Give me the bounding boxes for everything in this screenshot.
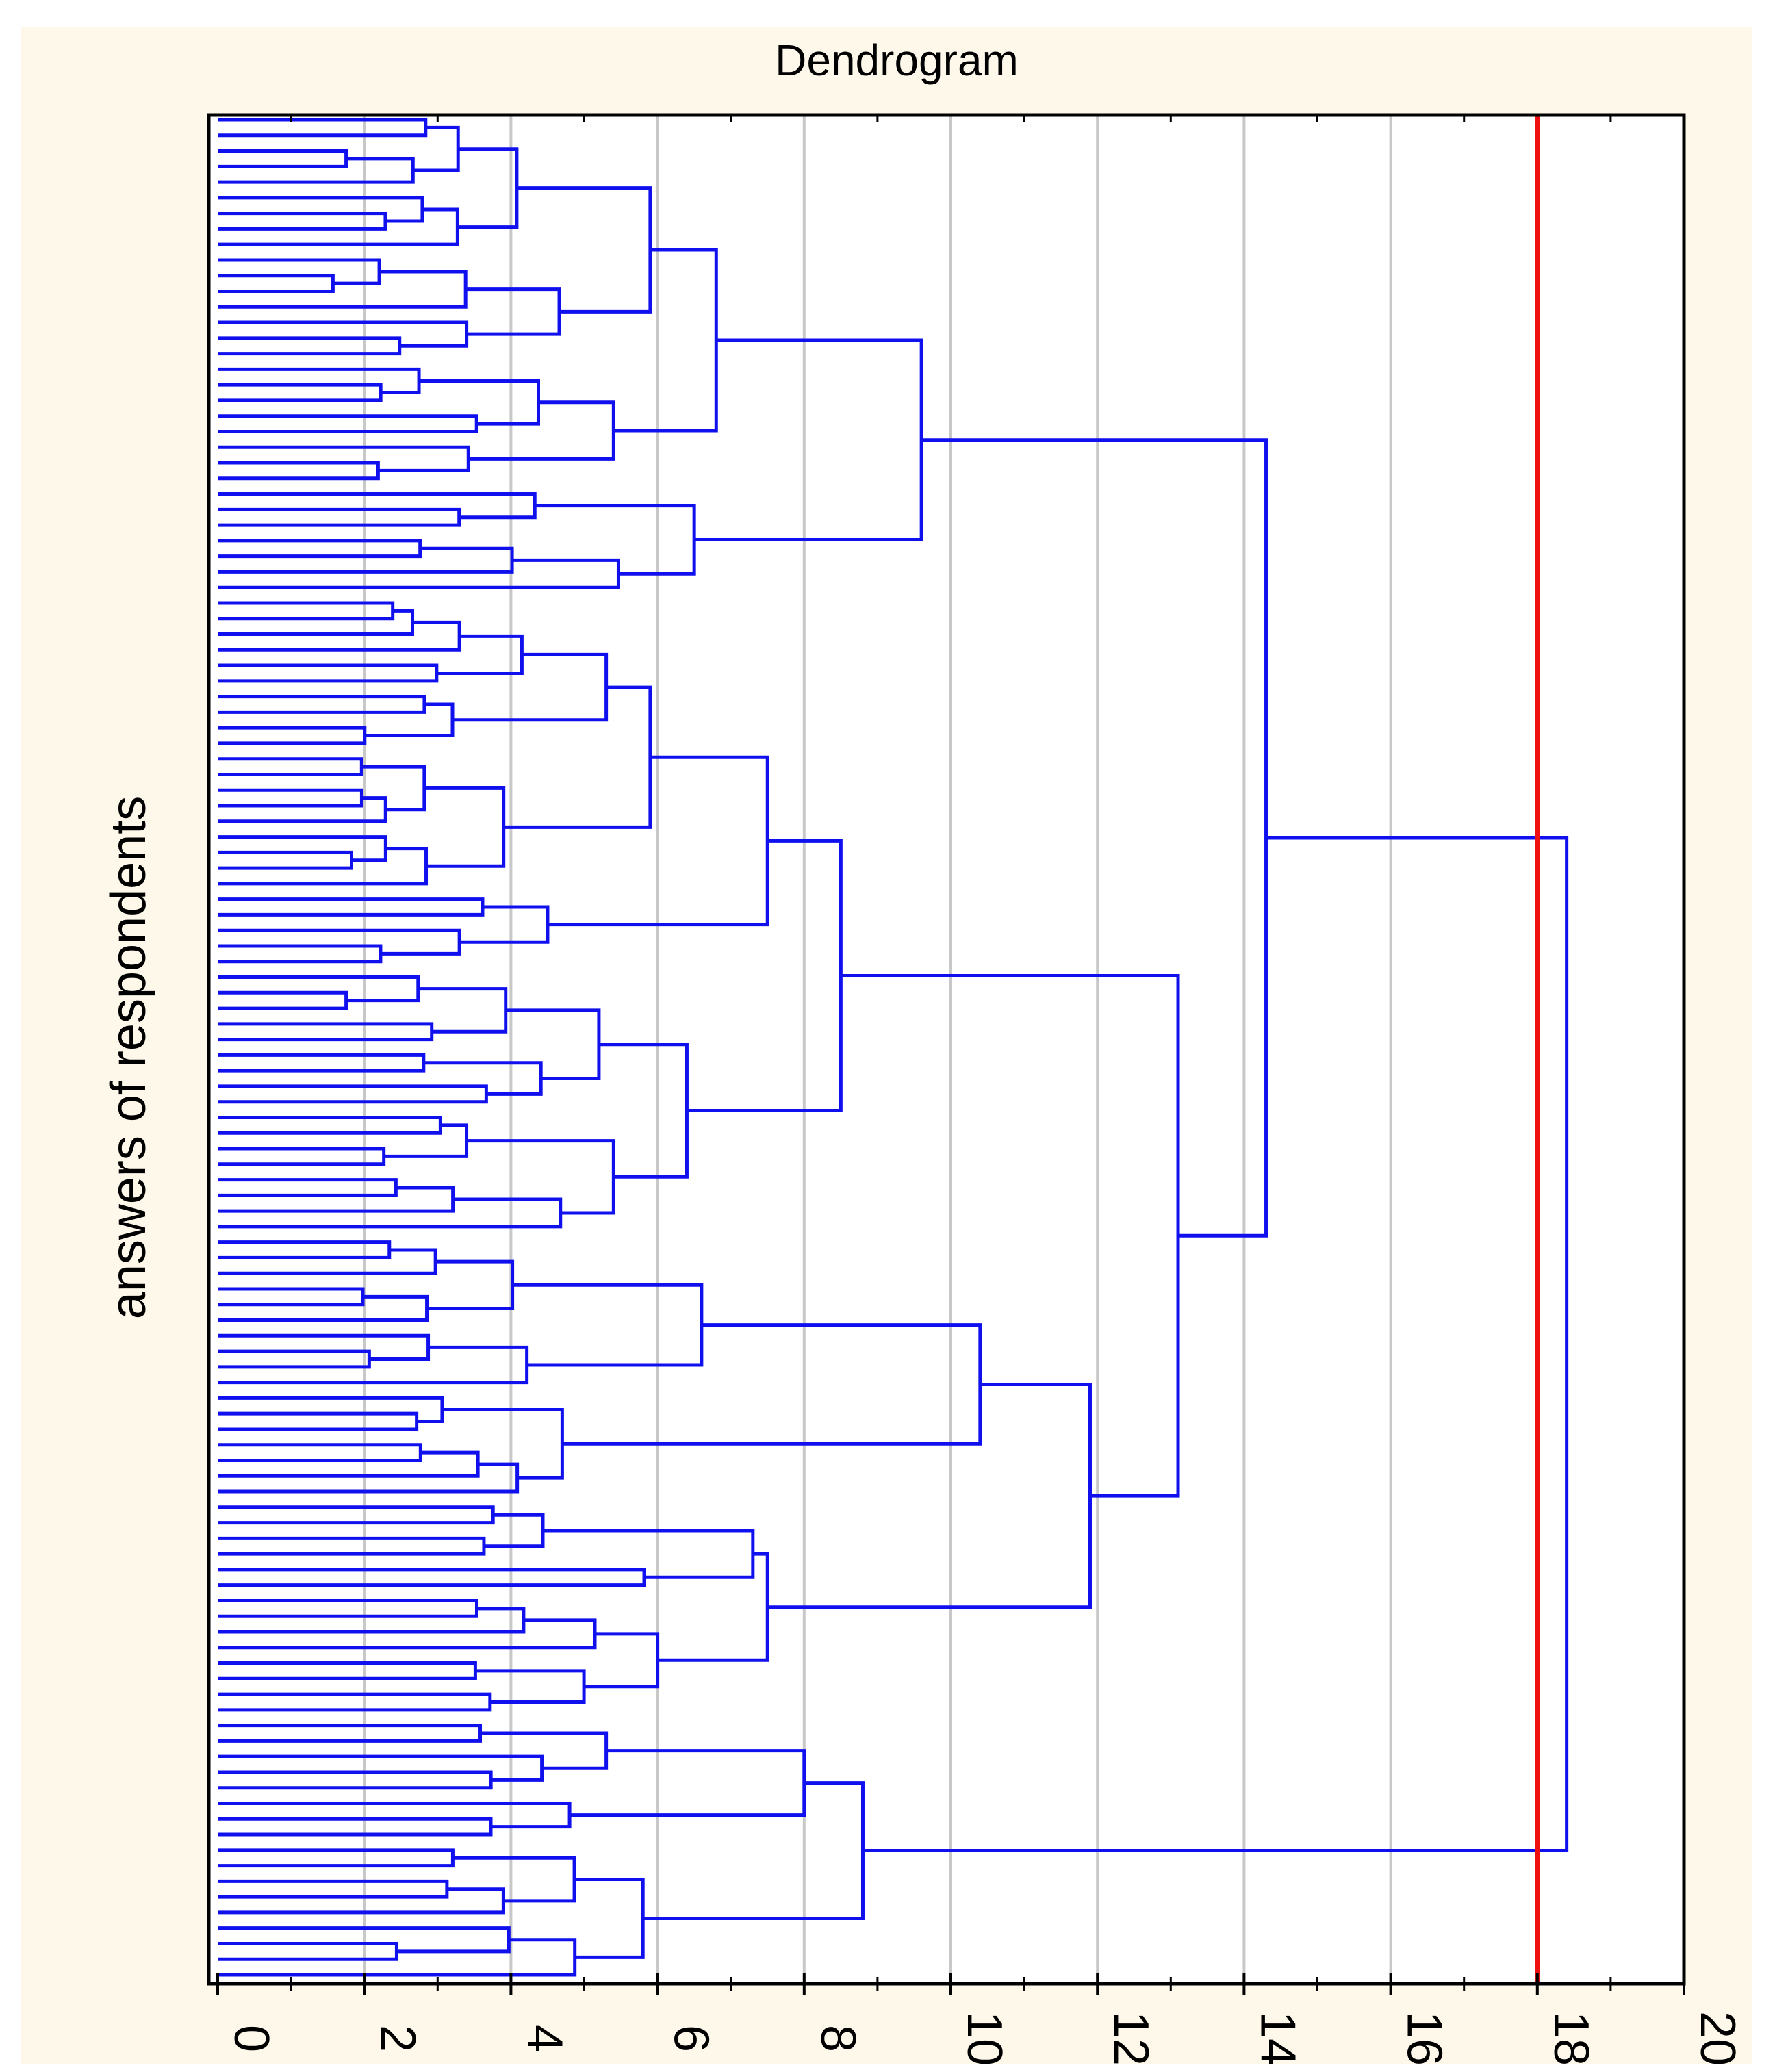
dendrogram-link	[218, 1938, 577, 1977]
x-axis-ticks: 0 2 4 6 8 10 12 14 16 18 20	[216, 115, 1745, 2066]
dendrogram-link	[218, 788, 363, 808]
dendrogram-link	[218, 695, 426, 714]
dendrogram-link	[218, 1248, 437, 1275]
x-tick-label: 10	[957, 2011, 1012, 2066]
dendrogram-link	[218, 1186, 455, 1213]
x-tick-label: 2	[370, 2025, 425, 2052]
dendrogram-link	[218, 118, 428, 138]
x-tick-label: 4	[517, 2025, 572, 2052]
dendrogram-link	[218, 367, 421, 395]
dendrogram-link	[218, 1598, 478, 1618]
dendrogram-link	[218, 975, 420, 1003]
dendrogram-link	[218, 1197, 563, 1229]
dendrogram-tree	[218, 118, 1569, 1977]
x-tick-label: 20	[1690, 2011, 1745, 2066]
x-tick-label: 12	[1103, 2011, 1158, 2066]
dendrogram-link	[218, 1084, 488, 1104]
dendrogram-link	[218, 601, 395, 621]
dendrogram-link	[218, 1887, 505, 1915]
chart-title: Dendrogram	[775, 36, 1019, 85]
x-tick-label: 14	[1250, 2011, 1305, 2066]
dendrogram-link	[218, 1443, 422, 1462]
dendrogram-link	[218, 1147, 386, 1166]
dendrogram-link	[218, 796, 387, 823]
dendrogram-link	[218, 1462, 520, 1494]
dendrogram-link	[452, 1856, 576, 1903]
plot-frame	[207, 113, 1686, 1986]
x-tick-label: 16	[1397, 2011, 1452, 2066]
dendrogram-link	[218, 1618, 597, 1650]
dendrogram-link	[218, 944, 383, 964]
y-axis-label: answers of respondents	[101, 796, 156, 1319]
plot-area	[209, 115, 1684, 1984]
dendrogram-link	[426, 1259, 515, 1310]
dendrogram-link	[218, 539, 422, 559]
dendrogram-link	[383, 1123, 469, 1158]
dendrogram-link	[218, 1661, 477, 1680]
dendrogram-link	[218, 1505, 495, 1525]
dendrogram-link	[863, 836, 1569, 1853]
dendrogram-link	[218, 461, 380, 481]
dendrogram-link	[218, 558, 620, 589]
dendrogram-link	[218, 1022, 434, 1042]
dendrogram-link	[475, 1669, 586, 1704]
dendrogram-link	[218, 149, 348, 168]
dendrogram-link	[218, 726, 367, 745]
x-tick-label: 6	[664, 2025, 719, 2052]
dendrogram-link	[218, 1411, 419, 1431]
dendrogram-link	[218, 1926, 511, 1954]
dendrogram-link	[413, 125, 460, 172]
x-tick-label: 18	[1544, 2011, 1598, 2066]
dendrogram-link	[218, 620, 461, 652]
dendrogram-link	[218, 1240, 392, 1259]
x-tick-label: 0	[224, 2025, 279, 2052]
x-tick-label: 8	[810, 2025, 865, 2052]
dendrogram-link	[218, 445, 470, 472]
dendrogram-link	[218, 1754, 544, 1782]
dendrogram-link	[218, 1349, 371, 1369]
